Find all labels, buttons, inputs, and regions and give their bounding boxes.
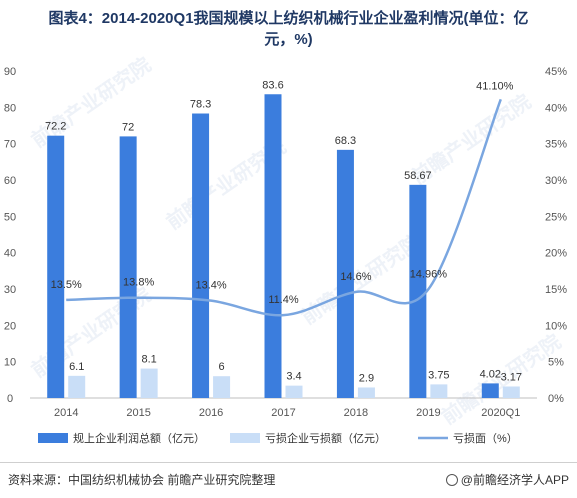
brand-logo-icon [445, 474, 458, 486]
bar-series-2 [140, 368, 158, 398]
brand-label: @前瞻经济学人APP [460, 473, 569, 487]
y-right-tick-label: 5% [548, 357, 564, 369]
loss-ratio-line [66, 98, 502, 317]
x-tick-label: 2016 [199, 407, 223, 419]
footer-divider [0, 462, 577, 463]
x-tick-label: 2015 [126, 407, 150, 419]
bar-value-label: 4.02 [480, 368, 501, 380]
bar-value-label: 3.75 [428, 369, 449, 381]
bar-series-1 [336, 149, 354, 398]
bar-value-label: 83.6 [262, 79, 283, 91]
bar-value-label: 3.17 [501, 371, 522, 383]
brand-credit: @前瞻经济学人APP [445, 471, 569, 488]
bar-series-1 [192, 113, 210, 398]
line-value-label: 41.10% [476, 80, 514, 92]
bar-series-1 [264, 94, 282, 399]
bar-value-label: 6 [219, 361, 225, 373]
bar-value-label: 78.3 [190, 99, 211, 111]
bar-series-1 [47, 135, 65, 398]
y-left-tick-label: 70 [4, 139, 16, 151]
legend-swatch-1 [38, 433, 68, 443]
chart-title-line-2: 元，%) [264, 31, 313, 48]
y-right-tick-label: 20% [545, 248, 567, 260]
bar-series-2 [213, 376, 231, 398]
y-right-tick-label: 45% [545, 66, 567, 78]
y-right-tick-label: 35% [545, 139, 567, 151]
y-left-tick-label: 0 [7, 393, 13, 405]
bar-series-2 [68, 375, 86, 398]
bar-value-label: 2.9 [359, 372, 374, 384]
bar-value-label: 8.1 [141, 354, 156, 366]
line-value-label: 14.96% [410, 268, 448, 280]
y-left-tick-label: 90 [4, 66, 16, 78]
legend-label-3: 亏损面（%） [453, 431, 518, 445]
x-tick-label: 2019 [416, 407, 440, 419]
chart-title: 图表4：2014-2020Q1我国规模以上纺织机械行业企业盈利情况(单位：亿 元… [0, 8, 577, 50]
line-value-label: 13.8% [123, 277, 154, 289]
y-right-tick-label: 0% [548, 393, 564, 405]
y-left-tick-label: 80 [4, 102, 16, 114]
bar-series-2 [502, 386, 520, 398]
bar-value-label: 58.67 [404, 170, 432, 182]
y-right-tick-label: 15% [545, 284, 567, 296]
y-right-tick-label: 30% [545, 175, 567, 187]
x-tick-label: 2018 [344, 407, 368, 419]
line-value-label: 13.4% [195, 280, 226, 292]
chart-title-line-1: 图表4：2014-2020Q1我国规模以上纺织机械行业企业盈利情况(单位：亿 [48, 10, 529, 27]
legend-label-1: 规上企业利润总额（亿元） [73, 431, 205, 445]
y-left-tick-label: 10 [4, 357, 16, 369]
bar-series-2 [430, 384, 448, 398]
bar-value-label: 68.3 [335, 135, 356, 147]
y-left-tick-label: 30 [4, 284, 16, 296]
bar-series-1 [409, 184, 427, 398]
y-left-tick-label: 40 [4, 248, 16, 260]
bar-value-label: 72.2 [45, 121, 66, 133]
line-value-label: 13.5% [51, 279, 82, 291]
line-value-label: 11.4% [268, 294, 299, 306]
bar-series-2 [285, 385, 303, 398]
x-tick-label: 2020Q1 [481, 407, 520, 419]
legend-label-2: 亏损企业亏损额（亿元） [265, 431, 386, 445]
y-left-tick-label: 50 [4, 211, 16, 223]
legend-swatch-2 [230, 433, 260, 443]
y-right-tick-label: 25% [545, 211, 567, 223]
x-tick-label: 2017 [271, 407, 295, 419]
source-note: 资料来源：中国纺织机械协会 前瞻产业研究院整理 [8, 473, 276, 487]
y-left-tick-label: 20 [4, 320, 16, 332]
y-right-tick-label: 10% [545, 320, 567, 332]
bar-value-label: 72 [122, 121, 134, 133]
bar-series-1 [119, 136, 137, 398]
bar-series-1 [481, 383, 499, 398]
x-tick-label: 2014 [54, 407, 78, 419]
y-right-tick-label: 40% [545, 102, 567, 114]
bar-value-label: 6.1 [69, 361, 84, 373]
y-left-tick-label: 60 [4, 175, 16, 187]
line-value-label: 14.6% [340, 271, 371, 283]
bar-value-label: 3.4 [286, 371, 301, 383]
bar-series-2 [357, 387, 375, 398]
